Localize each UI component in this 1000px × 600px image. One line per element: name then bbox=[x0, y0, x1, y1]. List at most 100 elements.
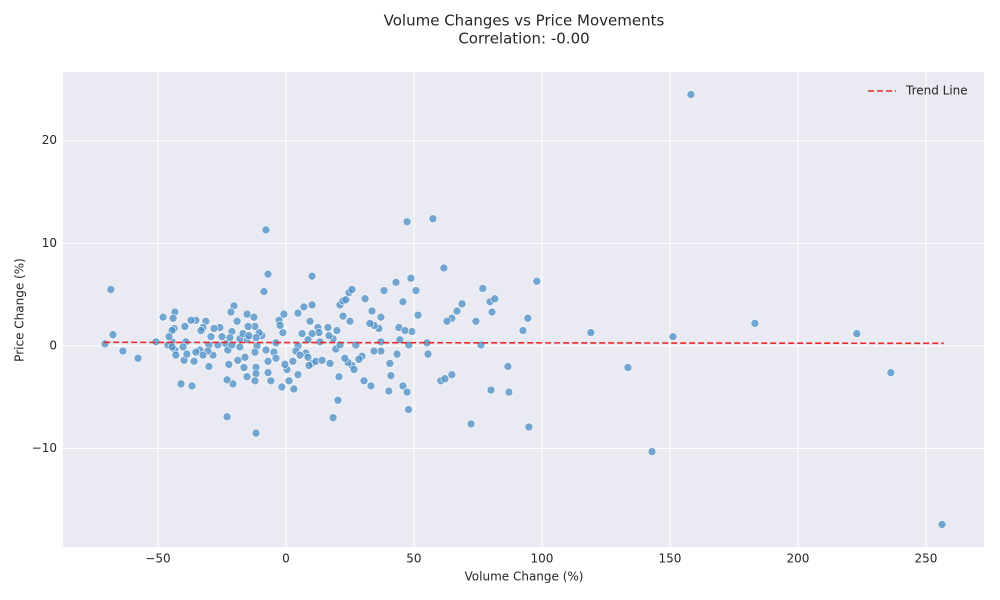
scatter-point bbox=[176, 379, 186, 389]
scatter-point bbox=[447, 370, 457, 379]
x-tick-label: 50 bbox=[406, 552, 421, 566]
scatter-point bbox=[242, 309, 252, 319]
scatter-point bbox=[263, 368, 273, 377]
scatter-point bbox=[196, 326, 206, 335]
scatter-point bbox=[325, 359, 335, 368]
x-tick-label: 150 bbox=[658, 552, 681, 566]
scatter-point bbox=[398, 297, 408, 307]
scatter-point bbox=[398, 381, 408, 391]
scatter-point bbox=[266, 376, 276, 386]
scatter-point bbox=[168, 313, 178, 323]
scatter-point bbox=[323, 323, 333, 332]
scatter-point bbox=[233, 355, 243, 365]
scatter-point bbox=[118, 346, 128, 356]
scatter-point bbox=[293, 308, 303, 318]
scatter-point bbox=[466, 419, 476, 429]
scatter-point bbox=[349, 365, 359, 374]
scatter-point bbox=[402, 217, 412, 227]
scatter-point bbox=[228, 379, 238, 389]
scatter-point bbox=[209, 324, 219, 333]
scatter-point bbox=[376, 312, 386, 322]
scatter-point bbox=[518, 326, 528, 335]
scatter-point bbox=[937, 520, 947, 529]
scatter-point bbox=[360, 294, 370, 304]
scatter-point bbox=[668, 332, 678, 341]
chart-subtitle: Correlation: -0.00 bbox=[458, 30, 589, 48]
scatter-point bbox=[345, 316, 355, 326]
scatter-point bbox=[366, 381, 376, 391]
scatter-point bbox=[400, 326, 410, 335]
scatter-point bbox=[180, 322, 190, 331]
scatter-point bbox=[204, 362, 214, 371]
scatter-point bbox=[341, 295, 351, 305]
scatter-point bbox=[317, 355, 327, 365]
scatter-point bbox=[242, 372, 252, 381]
scatter-point bbox=[359, 376, 369, 386]
scatter-point bbox=[217, 332, 227, 341]
scatter-point bbox=[222, 375, 232, 385]
scatter-point bbox=[487, 307, 497, 317]
scatter-point bbox=[271, 353, 281, 363]
scatter-point bbox=[289, 384, 299, 394]
scatter-point bbox=[100, 339, 110, 349]
y-tick-label: −10 bbox=[32, 441, 57, 455]
scatter-point bbox=[171, 350, 181, 360]
grid bbox=[63, 72, 984, 547]
scatter-point bbox=[133, 353, 143, 363]
scatter-point bbox=[299, 302, 309, 312]
scatter-point bbox=[333, 395, 343, 405]
scatter-point bbox=[251, 428, 261, 438]
scatter-point bbox=[178, 342, 188, 352]
scatter-point bbox=[324, 331, 334, 340]
scatter-point bbox=[457, 299, 467, 309]
scatter-point bbox=[367, 306, 377, 316]
x-tick-label: 250 bbox=[914, 552, 937, 566]
scatter-point bbox=[250, 347, 260, 357]
scatter-point bbox=[189, 357, 199, 366]
scatter-point bbox=[623, 363, 633, 372]
scatter-point bbox=[303, 335, 313, 345]
scatter-point bbox=[490, 294, 500, 304]
scatter-point bbox=[439, 263, 449, 273]
scatter-point bbox=[284, 376, 294, 386]
scatter-point bbox=[504, 387, 514, 397]
scatter-point bbox=[328, 413, 338, 423]
y-tick-label: 10 bbox=[42, 236, 57, 250]
scatter-point bbox=[413, 310, 423, 320]
scatter-point bbox=[187, 381, 197, 391]
scatter-point bbox=[384, 386, 394, 396]
scatter-point bbox=[288, 357, 298, 366]
scatter-point bbox=[304, 361, 314, 370]
scatter-point bbox=[423, 349, 433, 359]
scatter-point bbox=[442, 316, 452, 326]
scatter-point bbox=[386, 371, 396, 380]
x-tick-label: 200 bbox=[786, 552, 809, 566]
scatter-point bbox=[406, 273, 416, 283]
scatter-point bbox=[263, 269, 273, 279]
x-axis-label: Volume Change (%) bbox=[465, 570, 584, 584]
scatter-point bbox=[167, 342, 177, 352]
scatter-point bbox=[293, 370, 303, 379]
scatter-point bbox=[206, 332, 216, 341]
scatter-point bbox=[347, 285, 357, 294]
scatter-point bbox=[279, 309, 289, 319]
scatter-point bbox=[478, 284, 488, 293]
scatter-point bbox=[240, 352, 250, 362]
scatter-point bbox=[647, 447, 657, 456]
scatter-point bbox=[486, 385, 496, 395]
scatter-point bbox=[365, 319, 375, 328]
scatter-point bbox=[164, 332, 174, 341]
scatter-point bbox=[224, 360, 234, 369]
scatter-point bbox=[391, 278, 401, 287]
chart-title: Volume Changes vs Price Movements bbox=[384, 12, 665, 30]
scatter-point bbox=[251, 369, 261, 378]
scatter-point bbox=[250, 376, 260, 386]
scatter-point bbox=[108, 330, 118, 339]
scatter-point bbox=[750, 319, 760, 328]
scatter-point bbox=[222, 412, 232, 422]
scatter-point bbox=[402, 387, 412, 397]
scatter-point bbox=[280, 360, 290, 369]
scatter-point bbox=[392, 349, 402, 359]
scatter-point bbox=[251, 333, 261, 343]
scatter-point bbox=[404, 405, 413, 414]
